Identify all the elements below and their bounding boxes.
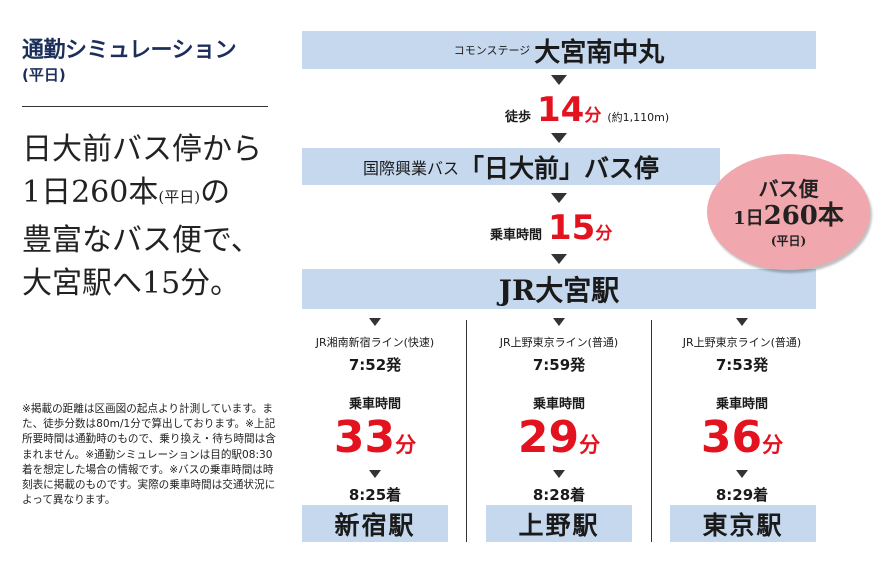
headline: 日大前バス停から 1日260本(平日)の 豊富なバス便で、 大宮駅へ15分。: [22, 128, 282, 305]
bus-ride-label: 乗車時間: [490, 228, 543, 243]
arrow-down-icon: [551, 254, 567, 264]
ride-minutes: 36: [700, 412, 763, 463]
departure-time: 7:53発: [715, 356, 769, 374]
bus-stop-band: 国際興業バス 「日大前」バス停: [302, 148, 720, 185]
train-line: JR上野東京ライン(普通): [499, 336, 619, 349]
badge-line-1: バス便: [758, 176, 819, 201]
ride-minutes: 29: [517, 412, 580, 463]
arrow-down-icon: [369, 318, 381, 326]
ride-unit: 分: [579, 433, 601, 457]
walk-label: 徒歩: [505, 110, 532, 125]
footnote: ※掲載の距離は区画図の起点より計測しています。また、徒歩分数は80m/1分で算出…: [22, 403, 276, 507]
train-column-ueno: JR上野東京ライン(普通) 7:59発 乗車時間 29 分 8:28着: [474, 318, 644, 505]
origin-prefix: コモンステージ: [453, 44, 531, 57]
bus-minutes: 15: [548, 208, 596, 248]
hub-station-band: JR大宮駅: [302, 269, 816, 309]
column-divider: [651, 320, 652, 542]
divider: [22, 106, 268, 107]
bus-stop-name: 「日大前」バス停: [459, 153, 660, 183]
ride-label: 乗車時間: [715, 397, 768, 412]
ride-time: 29 分: [518, 414, 600, 462]
arrow-down-icon: [551, 133, 567, 143]
arrival-time: 8:28着: [532, 486, 586, 504]
arrow-down-icon: [736, 318, 748, 326]
badge-line-2: 1日260本: [733, 200, 844, 231]
arrow-down-icon: [551, 193, 567, 203]
destination-shinjuku: 新宿駅: [302, 505, 448, 542]
arrow-down-icon: [553, 318, 565, 326]
train-column-shinjuku: JR湘南新宿ライン(快速) 7:52発 乗車時間 33 分 8:25着: [290, 318, 460, 505]
departure-time: 7:59発: [532, 356, 586, 374]
arrow-down-icon: [551, 75, 567, 85]
walk-time: 徒歩 14 分 (約1,110m): [505, 90, 669, 130]
ride-unit: 分: [395, 433, 417, 457]
bus-unit: 分: [595, 224, 613, 244]
hub-station-name: JR大宮駅: [498, 274, 620, 307]
bus-prefix: 国際興業バス: [362, 158, 459, 178]
ride-time: 36 分: [701, 414, 783, 462]
headline-line-4: 大宮駅へ15分。: [22, 266, 241, 301]
departure-time: 7:52発: [348, 356, 402, 374]
arrival-time: 8:29着: [715, 486, 769, 504]
arrow-down-icon: [736, 470, 748, 478]
ride-time: 33 分: [334, 414, 416, 462]
badge-line-3: (平日): [770, 233, 807, 248]
headline-line-1: 日大前バス停から: [22, 132, 262, 167]
destination-tokyo: 東京駅: [670, 505, 816, 542]
walk-unit: 分: [584, 106, 602, 126]
arrival-time: 8:25着: [348, 486, 402, 504]
page-subtitle: (平日): [22, 66, 66, 84]
ride-label: 乗車時間: [348, 397, 401, 412]
destination-ueno: 上野駅: [486, 505, 632, 542]
walk-distance: (約1,110m): [607, 111, 670, 124]
origin-band: コモンステージ 大宮南中丸: [302, 31, 816, 69]
headline-line-2: 1日260本(平日)の: [22, 175, 231, 210]
bus-ride-time: 乗車時間 15 分: [490, 208, 612, 248]
ride-unit: 分: [762, 433, 784, 457]
arrow-down-icon: [369, 470, 381, 478]
train-line: JR湘南新宿ライン(快速): [315, 336, 435, 349]
ride-label: 乗車時間: [532, 397, 585, 412]
train-line: JR上野東京ライン(普通): [682, 336, 802, 349]
arrow-down-icon: [553, 470, 565, 478]
column-divider: [466, 320, 467, 542]
origin-name: 大宮南中丸: [534, 37, 665, 68]
ride-minutes: 33: [333, 412, 396, 463]
walk-minutes: 14: [537, 90, 585, 130]
bus-frequency-badge: バス便 1日260本 (平日): [707, 154, 870, 270]
headline-line-3: 豊富なバス便で、: [22, 223, 261, 258]
page-title: 通勤シミュレーション: [22, 38, 237, 63]
train-column-tokyo: JR上野東京ライン(普通) 7:53発 乗車時間 36 分 8:29着: [657, 318, 827, 505]
